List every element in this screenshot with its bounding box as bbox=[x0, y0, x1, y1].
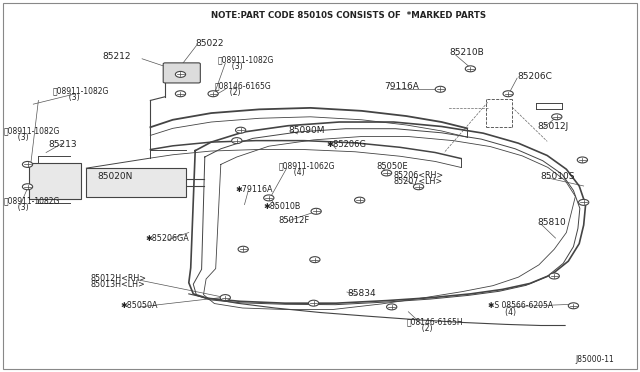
Text: (3): (3) bbox=[13, 203, 28, 212]
Text: ✱85206G: ✱85206G bbox=[326, 140, 366, 149]
Circle shape bbox=[308, 300, 319, 306]
Text: 85012H<RH>: 85012H<RH> bbox=[91, 274, 147, 283]
Circle shape bbox=[232, 138, 242, 144]
Text: 85020N: 85020N bbox=[97, 172, 132, 181]
Text: 85010S: 85010S bbox=[541, 172, 575, 181]
Circle shape bbox=[175, 71, 186, 77]
Text: (4): (4) bbox=[498, 308, 516, 317]
Text: (2): (2) bbox=[417, 324, 433, 333]
Text: 85090M: 85090M bbox=[288, 126, 324, 135]
Text: ⓝ08911-1082G: ⓝ08911-1082G bbox=[52, 87, 109, 96]
Circle shape bbox=[413, 184, 424, 190]
Text: ⓝ08911-1062G: ⓝ08911-1062G bbox=[278, 161, 335, 170]
Circle shape bbox=[568, 303, 579, 309]
Circle shape bbox=[579, 199, 589, 205]
Circle shape bbox=[552, 114, 562, 120]
Text: ✱85010B: ✱85010B bbox=[264, 202, 301, 211]
Text: ⓝ08911-1082G: ⓝ08911-1082G bbox=[218, 56, 274, 65]
Text: 85012J: 85012J bbox=[538, 122, 569, 131]
Text: ⓝ08911-1082G: ⓝ08911-1082G bbox=[3, 196, 60, 205]
Text: 85206C: 85206C bbox=[517, 72, 552, 81]
FancyBboxPatch shape bbox=[163, 63, 200, 83]
Circle shape bbox=[311, 208, 321, 214]
Text: (3): (3) bbox=[227, 62, 243, 71]
Circle shape bbox=[220, 295, 230, 301]
Text: (3): (3) bbox=[64, 93, 79, 102]
Text: 79116A: 79116A bbox=[384, 82, 419, 91]
Circle shape bbox=[238, 246, 248, 252]
Text: Ⓓ08146-6165G: Ⓓ08146-6165G bbox=[215, 82, 272, 91]
Circle shape bbox=[503, 91, 513, 97]
Circle shape bbox=[549, 273, 559, 279]
Text: ⓝ08911-1082G: ⓝ08911-1082G bbox=[3, 126, 60, 135]
Text: 85012F: 85012F bbox=[278, 216, 310, 225]
Text: 85212: 85212 bbox=[102, 52, 131, 61]
Text: ✱85050A: ✱85050A bbox=[120, 301, 158, 310]
Text: J85000-11: J85000-11 bbox=[575, 355, 614, 364]
Circle shape bbox=[381, 170, 392, 176]
Text: 85206<RH>: 85206<RH> bbox=[394, 171, 444, 180]
Circle shape bbox=[465, 66, 476, 72]
Circle shape bbox=[577, 157, 588, 163]
Circle shape bbox=[310, 257, 320, 263]
Text: ✱79116A: ✱79116A bbox=[236, 185, 273, 194]
Bar bbox=[29, 163, 81, 199]
Text: 85210B: 85210B bbox=[449, 48, 484, 57]
Circle shape bbox=[22, 161, 33, 167]
Text: (2): (2) bbox=[225, 89, 241, 97]
Circle shape bbox=[175, 91, 186, 97]
Circle shape bbox=[355, 197, 365, 203]
Text: 85013H<LH>: 85013H<LH> bbox=[91, 280, 146, 289]
Text: 85050E: 85050E bbox=[376, 162, 408, 171]
Text: (3): (3) bbox=[13, 133, 28, 142]
Text: 85834: 85834 bbox=[347, 289, 376, 298]
Text: Ⓓ08146-6165H: Ⓓ08146-6165H bbox=[406, 317, 463, 326]
Text: 85022: 85022 bbox=[195, 39, 224, 48]
Text: 85213: 85213 bbox=[48, 140, 77, 149]
Circle shape bbox=[435, 86, 445, 92]
Text: NOTE:PART CODE 85010S CONSISTS OF  *MARKED PARTS: NOTE:PART CODE 85010S CONSISTS OF *MARKE… bbox=[211, 11, 486, 20]
Text: (4): (4) bbox=[289, 168, 305, 177]
Text: ✱S 08566-6205A: ✱S 08566-6205A bbox=[488, 301, 553, 310]
Circle shape bbox=[264, 195, 274, 201]
Circle shape bbox=[236, 127, 246, 133]
Bar bbox=[86, 168, 186, 197]
Text: 85810: 85810 bbox=[538, 218, 566, 227]
Circle shape bbox=[208, 91, 218, 97]
Circle shape bbox=[387, 304, 397, 310]
Text: ✱85206GA: ✱85206GA bbox=[146, 234, 189, 243]
Text: 85207<LH>: 85207<LH> bbox=[394, 177, 443, 186]
Circle shape bbox=[22, 184, 33, 190]
